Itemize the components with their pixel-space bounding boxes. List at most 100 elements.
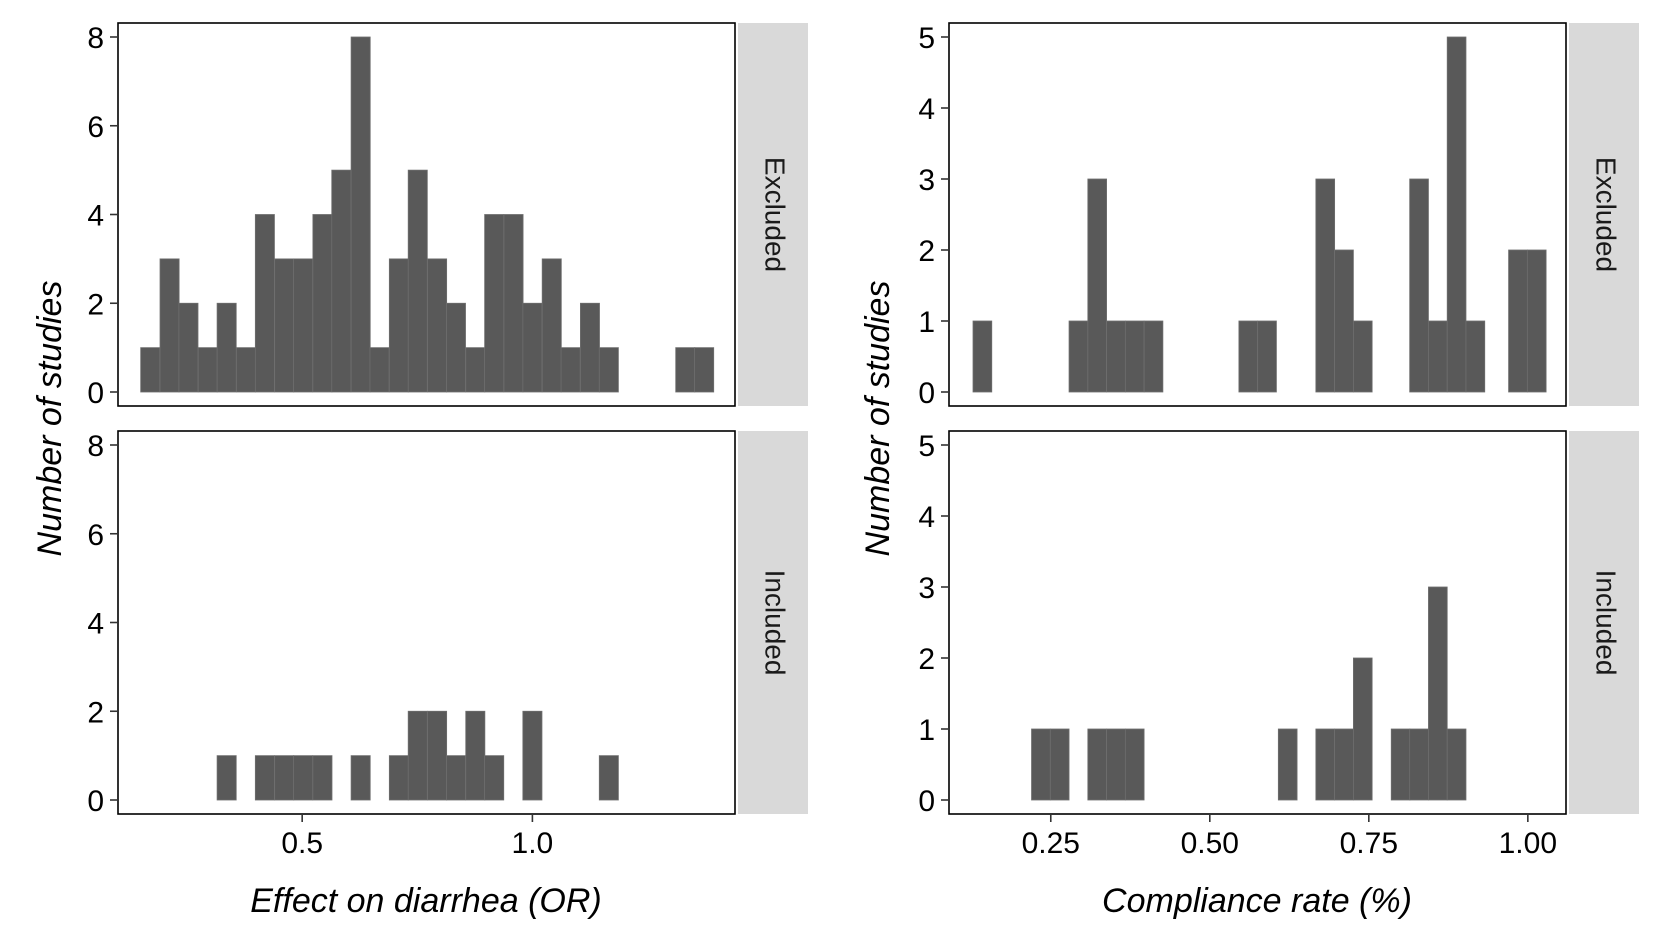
histogram-bar (465, 710, 486, 801)
y-tick-label: 0 (87, 377, 104, 410)
y-tick-label: 8 (87, 430, 104, 463)
histogram-bar (1106, 728, 1126, 801)
y-tick-label: 4 (918, 501, 935, 534)
histogram-bar (1446, 728, 1467, 801)
facet-strip-label: Included (760, 570, 791, 676)
histogram-bar (1428, 586, 1448, 801)
histogram-bar (1428, 320, 1448, 393)
histogram-bar (1390, 728, 1411, 801)
histogram-bar (1508, 249, 1528, 393)
facet-strip-label: Excluded (1591, 157, 1622, 272)
histogram-bar (1409, 728, 1429, 801)
x-tick-label: 0.25 (1022, 827, 1080, 860)
y-tick-label: 1 (918, 714, 935, 747)
histogram-bar (407, 169, 428, 393)
histogram-bar (560, 347, 581, 393)
histogram-bar (140, 347, 161, 393)
histogram-bar (446, 302, 466, 393)
x-tick-label: 0.50 (1181, 827, 1239, 860)
histogram-bar (675, 347, 696, 393)
histogram-bar (388, 755, 409, 801)
histogram-bar (1238, 320, 1259, 393)
histogram-bar (1315, 178, 1336, 393)
histogram-bar (972, 320, 993, 393)
histogram-bar (293, 258, 314, 393)
histogram-bar (350, 755, 371, 801)
histogram-bar (312, 755, 333, 801)
x-tick-label: 1.00 (1499, 827, 1557, 860)
histogram-bar (236, 347, 256, 393)
y-tick-label: 6 (87, 519, 104, 552)
histogram-bar (522, 302, 543, 393)
histogram-bar (1257, 320, 1277, 393)
y-tick-label: 3 (918, 164, 935, 197)
histogram-bar (274, 755, 295, 801)
y-tick-label: 2 (87, 288, 104, 321)
facet-strip-label: Excluded (760, 157, 791, 272)
histogram-bar (1031, 728, 1051, 801)
y-tick-label: 4 (87, 608, 104, 641)
histogram-bar (1106, 320, 1126, 393)
histogram-bar (369, 347, 390, 393)
histogram-bar (216, 755, 237, 801)
y-tick-label: 8 (87, 22, 104, 55)
histogram-bar (484, 755, 505, 801)
x-axis-title: Effect on diarrhea (OR) (250, 882, 601, 920)
facet-strip (1569, 23, 1639, 406)
histogram-bar (1143, 320, 1164, 393)
y-tick-label: 6 (87, 111, 104, 144)
histogram-bar (254, 755, 275, 801)
histogram-bar (1409, 178, 1429, 393)
histogram-bar (427, 258, 448, 393)
histogram-bar (178, 302, 199, 393)
y-tick-label: 4 (87, 200, 104, 233)
histogram-bar (1526, 249, 1547, 393)
histogram-bar (293, 755, 314, 801)
histogram-bar (465, 347, 486, 393)
panel-1-excluded: 0 1 2 3 4 5 Excluded (918, 22, 1639, 410)
panel-border (948, 22, 1567, 407)
histogram-bar (254, 214, 275, 393)
histogram-bar (1446, 36, 1467, 393)
histogram-bar (1049, 728, 1070, 801)
histogram-bar (598, 755, 619, 801)
histogram-bar (407, 710, 428, 801)
histogram-bar (1124, 728, 1145, 801)
y-tick-label: 2 (918, 235, 935, 268)
histogram-bar (522, 710, 543, 801)
y-tick-label: 4 (918, 93, 935, 126)
facet-strip (1569, 431, 1639, 814)
facet-strip (738, 23, 808, 406)
histogram-bar (1315, 728, 1336, 801)
histogram-bar (1087, 728, 1107, 801)
histogram-bar (1277, 728, 1298, 801)
facet-strip (738, 431, 808, 814)
histogram-bar (1068, 320, 1089, 393)
histogram-bar (1465, 320, 1486, 393)
histogram-bar (350, 36, 371, 393)
x-tick-label: 1.0 (512, 827, 554, 860)
histogram-bar (274, 258, 295, 393)
histogram-bar (197, 347, 218, 393)
histogram-bar (580, 302, 600, 393)
histogram-bar (1352, 320, 1373, 393)
histogram-bar (1124, 320, 1145, 393)
x-tick-label: 0.75 (1340, 827, 1398, 860)
x-tick-label: 0.5 (281, 827, 323, 860)
panel-0-included: 0 2 4 6 8 Included 0.5 1.0 (87, 430, 808, 860)
y-tick-label: 0 (918, 785, 935, 818)
histogram-bar (1334, 249, 1354, 393)
histogram-bar (159, 258, 180, 393)
y-tick-label: 2 (87, 696, 104, 729)
facet-strip-label: Included (1591, 570, 1622, 676)
panel-border (948, 430, 1567, 815)
y-tick-label: 5 (918, 22, 935, 55)
histogram-bar (216, 302, 237, 393)
histogram-bar (503, 214, 524, 393)
histogram-bar (484, 214, 505, 393)
y-tick-label: 2 (918, 643, 935, 676)
panel-1-included: 0 1 2 3 4 5 Included 0.25 0.50 0.75 1.00 (918, 430, 1639, 860)
histogram-bar (1352, 657, 1373, 801)
